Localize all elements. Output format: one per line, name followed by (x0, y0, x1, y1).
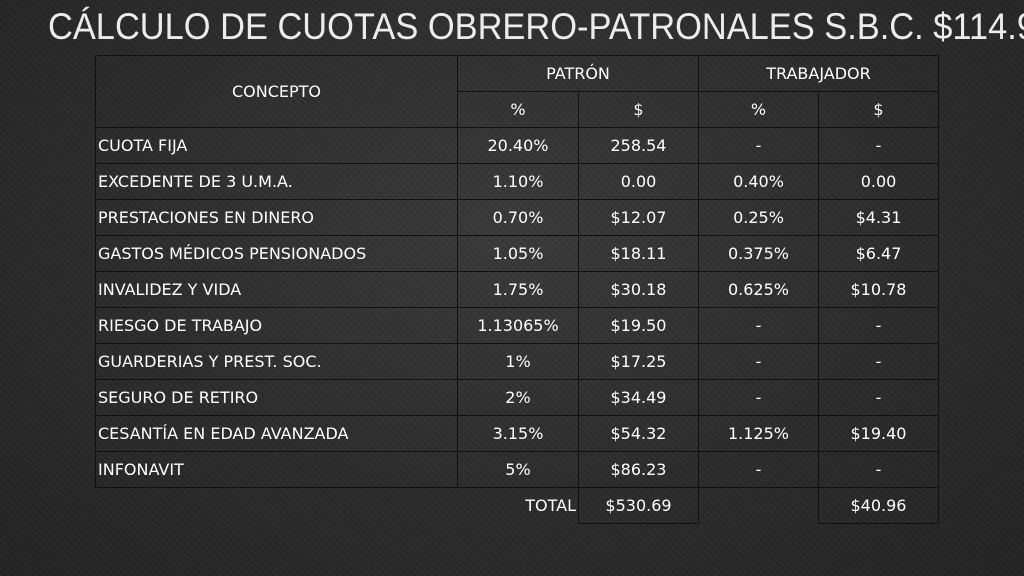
header-trabajador: TRABAJADOR (698, 55, 939, 92)
total-blank-cell (699, 488, 819, 524)
table-row: INFONAVIT 5% $86.23- - (95, 451, 939, 488)
patron-percent-cell: 1.13065% (457, 307, 579, 344)
patron-amount-cell: $86.23 (578, 451, 699, 488)
table-subheader-row: % $ % $ (96, 91, 939, 128)
concepto-cell: GASTOS MÉDICOS PENSIONADOS (95, 235, 458, 272)
header-trabajador-percent: % (698, 91, 819, 128)
concepto-cell: INVALIDEZ Y VIDA (95, 271, 458, 308)
table-row: CUOTA FIJA 20.40% 258.54- - (95, 127, 939, 164)
header-patron-amount: $ (578, 91, 699, 128)
trabajador-percent-cell: 0.25% (698, 199, 819, 236)
patron-percent-cell: 1.75% (457, 271, 579, 308)
trabajador-amount-cell: $10.78 (818, 271, 939, 308)
table-body: CUOTA FIJA 20.40% 258.54- - EXCEDENTE DE 3 U… (95, 127, 939, 488)
patron-percent-cell: 1.05% (457, 235, 579, 272)
trabajador-amount-cell: $6.47 (818, 235, 939, 272)
patron-percent-cell: 0.70% (457, 199, 579, 236)
patron-percent-cell: 20.40% (457, 127, 579, 164)
trabajador-percent-cell: - (698, 127, 819, 164)
patron-amount-cell: $17.25 (578, 343, 699, 380)
table-row: GUARDERIAS Y PREST. SOC. 1% $17.25- - (95, 343, 939, 380)
patron-percent-cell: 1.10% (457, 163, 579, 200)
trabajador-amount-cell: - (818, 343, 939, 380)
trabajador-percent-cell: 1.125% (698, 415, 819, 452)
concepto-cell: GUARDERIAS Y PREST. SOC. (95, 343, 458, 380)
total-trabajador-amount: $40.96 (818, 487, 939, 524)
trabajador-percent-cell: - (698, 307, 819, 344)
patron-percent-cell: 2% (457, 379, 579, 416)
concepto-cell: EXCEDENTE DE 3 U.M.A. (95, 163, 458, 200)
trabajador-amount-cell: $19.40 (818, 415, 939, 452)
trabajador-percent-cell: - (698, 451, 819, 488)
table-row: GASTOS MÉDICOS PENSIONADOS 1.05% $18.11 0.3… (95, 235, 939, 272)
patron-amount-cell: $54.32 (578, 415, 699, 452)
patron-percent-cell: 3.15% (457, 415, 579, 452)
concepto-cell: PRESTACIONES EN DINERO (95, 199, 458, 236)
table-row: CESANTÍA EN EDAD AVANZADA 3.15% $54.32 1.12… (95, 415, 939, 452)
patron-amount-cell: 258.54 (578, 127, 699, 164)
concepto-cell: INFONAVIT (95, 451, 458, 488)
table-header-row: CONCEPTO PATRÓN TRABAJADOR (95, 55, 939, 128)
concepto-cell: RIESGO DE TRABAJO (95, 307, 458, 344)
header-concepto: CONCEPTO (95, 55, 458, 128)
slide-title: CÁLCULO DE CUOTAS OBRERO-PATRONALES S.B.… (48, 6, 1024, 47)
trabajador-percent-cell: 0.625% (698, 271, 819, 308)
table-row: EXCEDENTE DE 3 U.M.A. 1.10% 0.00 0.40% 0.00 (95, 163, 939, 200)
table-row: SEGURO DE RETIRO 2% $34.49- - (95, 379, 939, 416)
trabajador-amount-cell: $4.31 (818, 199, 939, 236)
header-patron: PATRÓN (457, 55, 699, 92)
patron-amount-cell: $34.49 (578, 379, 699, 416)
header-trabajador-amount: $ (818, 91, 939, 128)
cuotas-table: CONCEPTO PATRÓN TRABAJADOR % $ % $ CUOTA… (95, 55, 939, 524)
total-patron-amount: $530.69 (578, 487, 699, 524)
patron-percent-cell: 5% (457, 451, 579, 488)
trabajador-percent-cell: 0.375% (698, 235, 819, 272)
table-row: INVALIDEZ Y VIDA 1.75% $30.18 0.625% $10.78 (95, 271, 939, 308)
table-row: RIESGO DE TRABAJO 1.13065% $19.50- - (95, 307, 939, 344)
header-patron-percent: % (457, 91, 579, 128)
concepto-cell: CESANTÍA EN EDAD AVANZADA (95, 415, 458, 452)
trabajador-amount-cell: - (818, 307, 939, 344)
patron-amount-cell: $12.07 (578, 199, 699, 236)
trabajador-percent-cell: - (698, 343, 819, 380)
trabajador-percent-cell: - (698, 379, 819, 416)
patron-amount-cell: $19.50 (578, 307, 699, 344)
trabajador-amount-cell: - (818, 379, 939, 416)
total-label: TOTAL (525, 496, 576, 516)
concepto-cell: SEGURO DE RETIRO (95, 379, 458, 416)
trabajador-percent-cell: 0.40% (698, 163, 819, 200)
patron-amount-cell: 0.00 (578, 163, 699, 200)
trabajador-amount-cell: - (818, 451, 939, 488)
concepto-cell: CUOTA FIJA (95, 127, 458, 164)
total-row: TOTAL $530.69 $40.96 (96, 487, 939, 524)
patron-amount-cell: $30.18 (578, 271, 699, 308)
trabajador-amount-cell: 0.00 (818, 163, 939, 200)
table-row: PRESTACIONES EN DINERO 0.70% $12.07 0.25% $4… (95, 199, 939, 236)
trabajador-amount-cell: - (818, 127, 939, 164)
patron-percent-cell: 1% (457, 343, 579, 380)
patron-amount-cell: $18.11 (578, 235, 699, 272)
